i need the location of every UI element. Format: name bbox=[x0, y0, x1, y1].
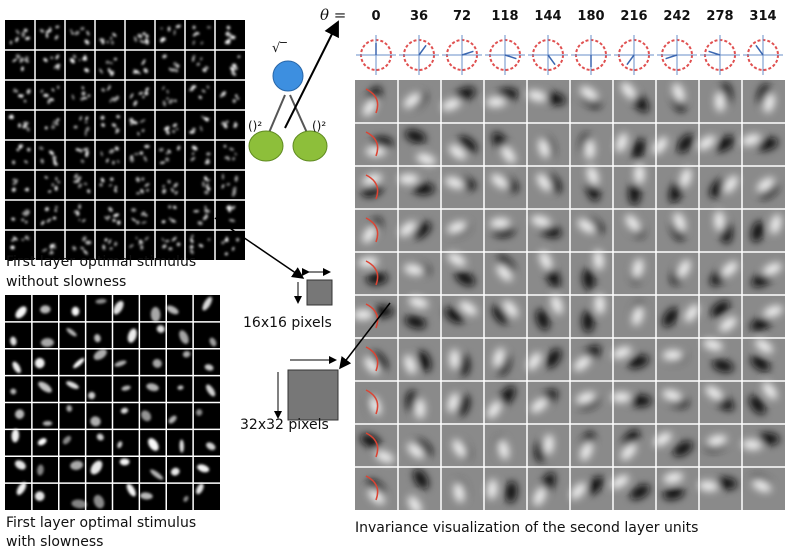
direction bbox=[548, 55, 555, 65]
small-patch bbox=[307, 280, 332, 305]
theta-value: 278 bbox=[706, 9, 733, 24]
light-blob bbox=[634, 164, 644, 184]
theta-label: θ = bbox=[320, 6, 346, 24]
direction bbox=[505, 55, 516, 59]
direction bbox=[666, 55, 677, 59]
orientation-icons: 0 36 72 118 144 180 216 242 278 314 bbox=[356, 9, 783, 75]
dark-blob bbox=[412, 183, 434, 195]
theta-value: 242 bbox=[663, 9, 690, 24]
node-label: ()² bbox=[312, 119, 326, 133]
dark-blob bbox=[629, 183, 641, 205]
blob bbox=[144, 145, 149, 148]
caption-line: First layer optimal stimulus bbox=[6, 515, 196, 531]
node-square bbox=[293, 131, 327, 161]
figure: 0 36 72 118 144 180 216 242 278 314 First layer o… bbox=[0, 0, 788, 550]
theta-value: 180 bbox=[577, 9, 604, 24]
theta-value: 36 bbox=[410, 9, 428, 24]
theta-value: 216 bbox=[620, 9, 647, 24]
direction bbox=[419, 45, 426, 55]
caption-line: First layer optimal stimulus bbox=[6, 254, 196, 270]
direction bbox=[627, 55, 634, 65]
theta-value: 72 bbox=[453, 9, 471, 24]
caption: Invariance visualization of the second l… bbox=[355, 520, 698, 536]
patch-label: 32x32 pixels bbox=[240, 417, 329, 433]
theta-value: 144 bbox=[534, 9, 561, 24]
patch-label: 16x16 pixels bbox=[243, 315, 332, 331]
invariance-grid bbox=[353, 80, 785, 516]
direction bbox=[462, 51, 473, 55]
stimulus-grid-slowness bbox=[5, 295, 220, 510]
theta-value: 314 bbox=[749, 9, 776, 24]
theta-value: 0 bbox=[371, 9, 380, 24]
node-sqrt bbox=[273, 61, 303, 91]
light-blob bbox=[399, 174, 419, 184]
node-square bbox=[249, 131, 283, 161]
edge bbox=[268, 95, 285, 135]
caption-line: without slowness bbox=[6, 274, 126, 290]
page: 0 36 72 118 144 180 216 242 278 314 First layer o… bbox=[0, 0, 788, 550]
node-label: ()² bbox=[248, 119, 262, 133]
node-label: √‾ bbox=[272, 41, 287, 56]
direction bbox=[709, 51, 720, 55]
large-patch bbox=[288, 370, 338, 420]
direction bbox=[756, 45, 763, 55]
blob bbox=[120, 458, 130, 465]
stimulus-grid-no-slowness bbox=[5, 20, 245, 260]
caption-line: with slowness bbox=[6, 534, 103, 550]
theta-value: 118 bbox=[491, 9, 518, 24]
